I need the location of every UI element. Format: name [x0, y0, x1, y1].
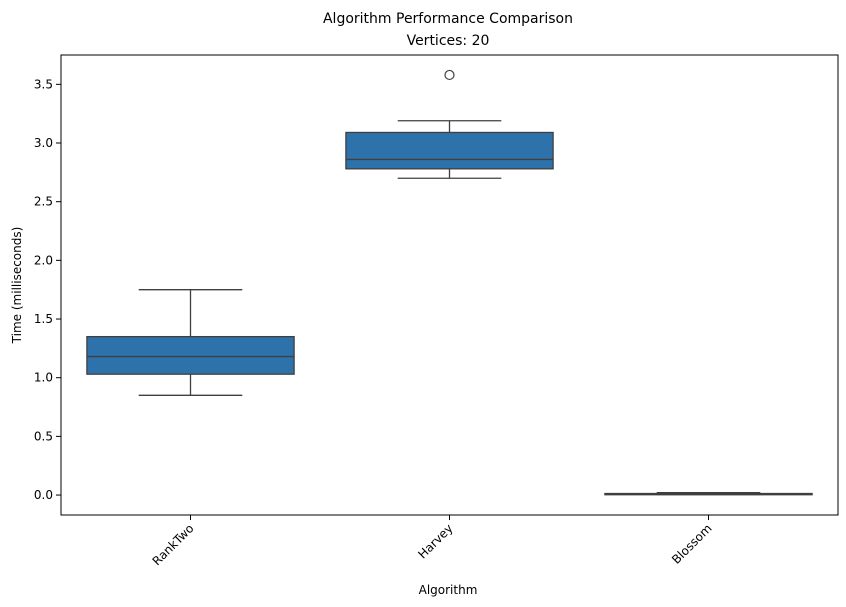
y-tick-label: 1.5 [34, 312, 53, 326]
plot-area: 0.0 0.5 1.0 1.5 2.0 2.5 3.0 3.5 RankTwo Harvey Blo… [34, 69, 813, 568]
y-tick-label: 3.0 [34, 136, 53, 150]
y-axis-label: Time (milliseconds) [10, 227, 24, 345]
box-ranktwo [86, 335, 295, 375]
y-tick-label: 0.5 [34, 429, 53, 443]
y-tick-label: 2.5 [34, 195, 53, 209]
y-tick-label: 3.5 [34, 77, 53, 91]
x-tick-label: RankTwo [150, 521, 197, 568]
x-tick-label: Harvey [415, 521, 455, 561]
y-tick-label: 1.0 [34, 371, 53, 385]
x-axis-label: Algorithm [419, 583, 478, 597]
y-tick-label: 2.0 [34, 253, 53, 267]
chart-title: Algorithm Performance Comparison [323, 11, 573, 27]
chart-subtitle: Vertices: 20 [407, 33, 490, 49]
outlier-point [444, 69, 455, 81]
plot-frame [60, 54, 839, 516]
y-tick-label: 0.0 [34, 488, 53, 502]
x-tick-label: Blossom [669, 521, 715, 567]
box-harvey [345, 131, 554, 170]
